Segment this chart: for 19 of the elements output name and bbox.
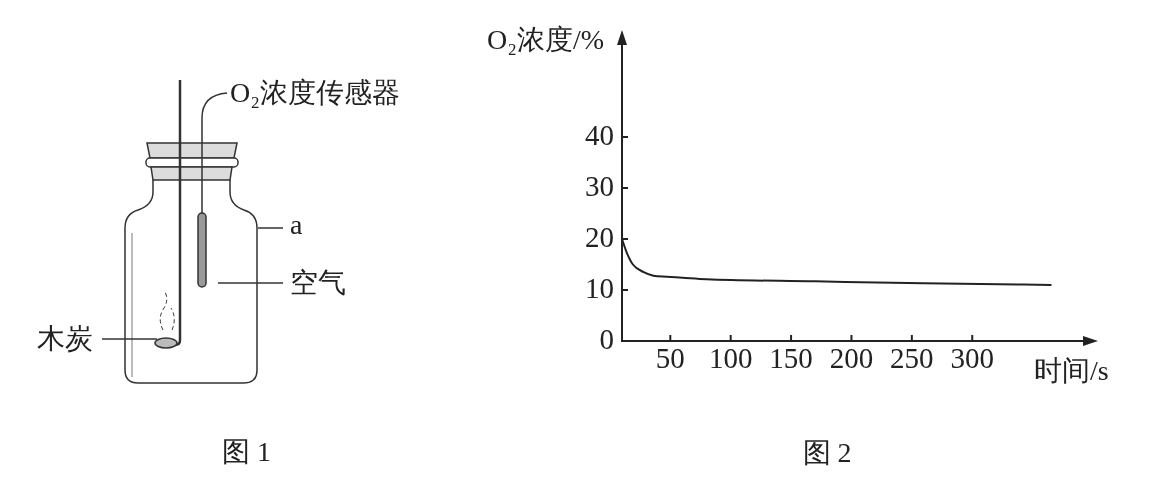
x-axis-title: 时间/s [1034, 355, 1109, 387]
x-tick-label: 150 [769, 342, 813, 375]
y-tick-label: 40 [585, 118, 614, 151]
text: 图 2 [802, 437, 852, 468]
text: a [290, 209, 303, 240]
x-tick-label: 200 [829, 342, 874, 375]
y-tick-label: 0 [599, 322, 614, 355]
y-axis-title: O₂浓度/% [486, 24, 604, 56]
y-tick-label: 20 [585, 220, 614, 253]
x-tick-label: 300 [950, 342, 994, 375]
y-tick-label: 30 [585, 169, 614, 202]
text: 空气 [290, 267, 346, 298]
y-tick-label: 10 [585, 271, 614, 304]
caption: 图 1 [222, 436, 271, 467]
text: 木炭 [37, 323, 93, 354]
x-tick-label: 100 [708, 342, 753, 375]
x-tick-label: 50 [655, 342, 685, 375]
x-tick-label: 250 [890, 342, 934, 375]
text: O₂浓度传感器 [230, 77, 400, 108]
